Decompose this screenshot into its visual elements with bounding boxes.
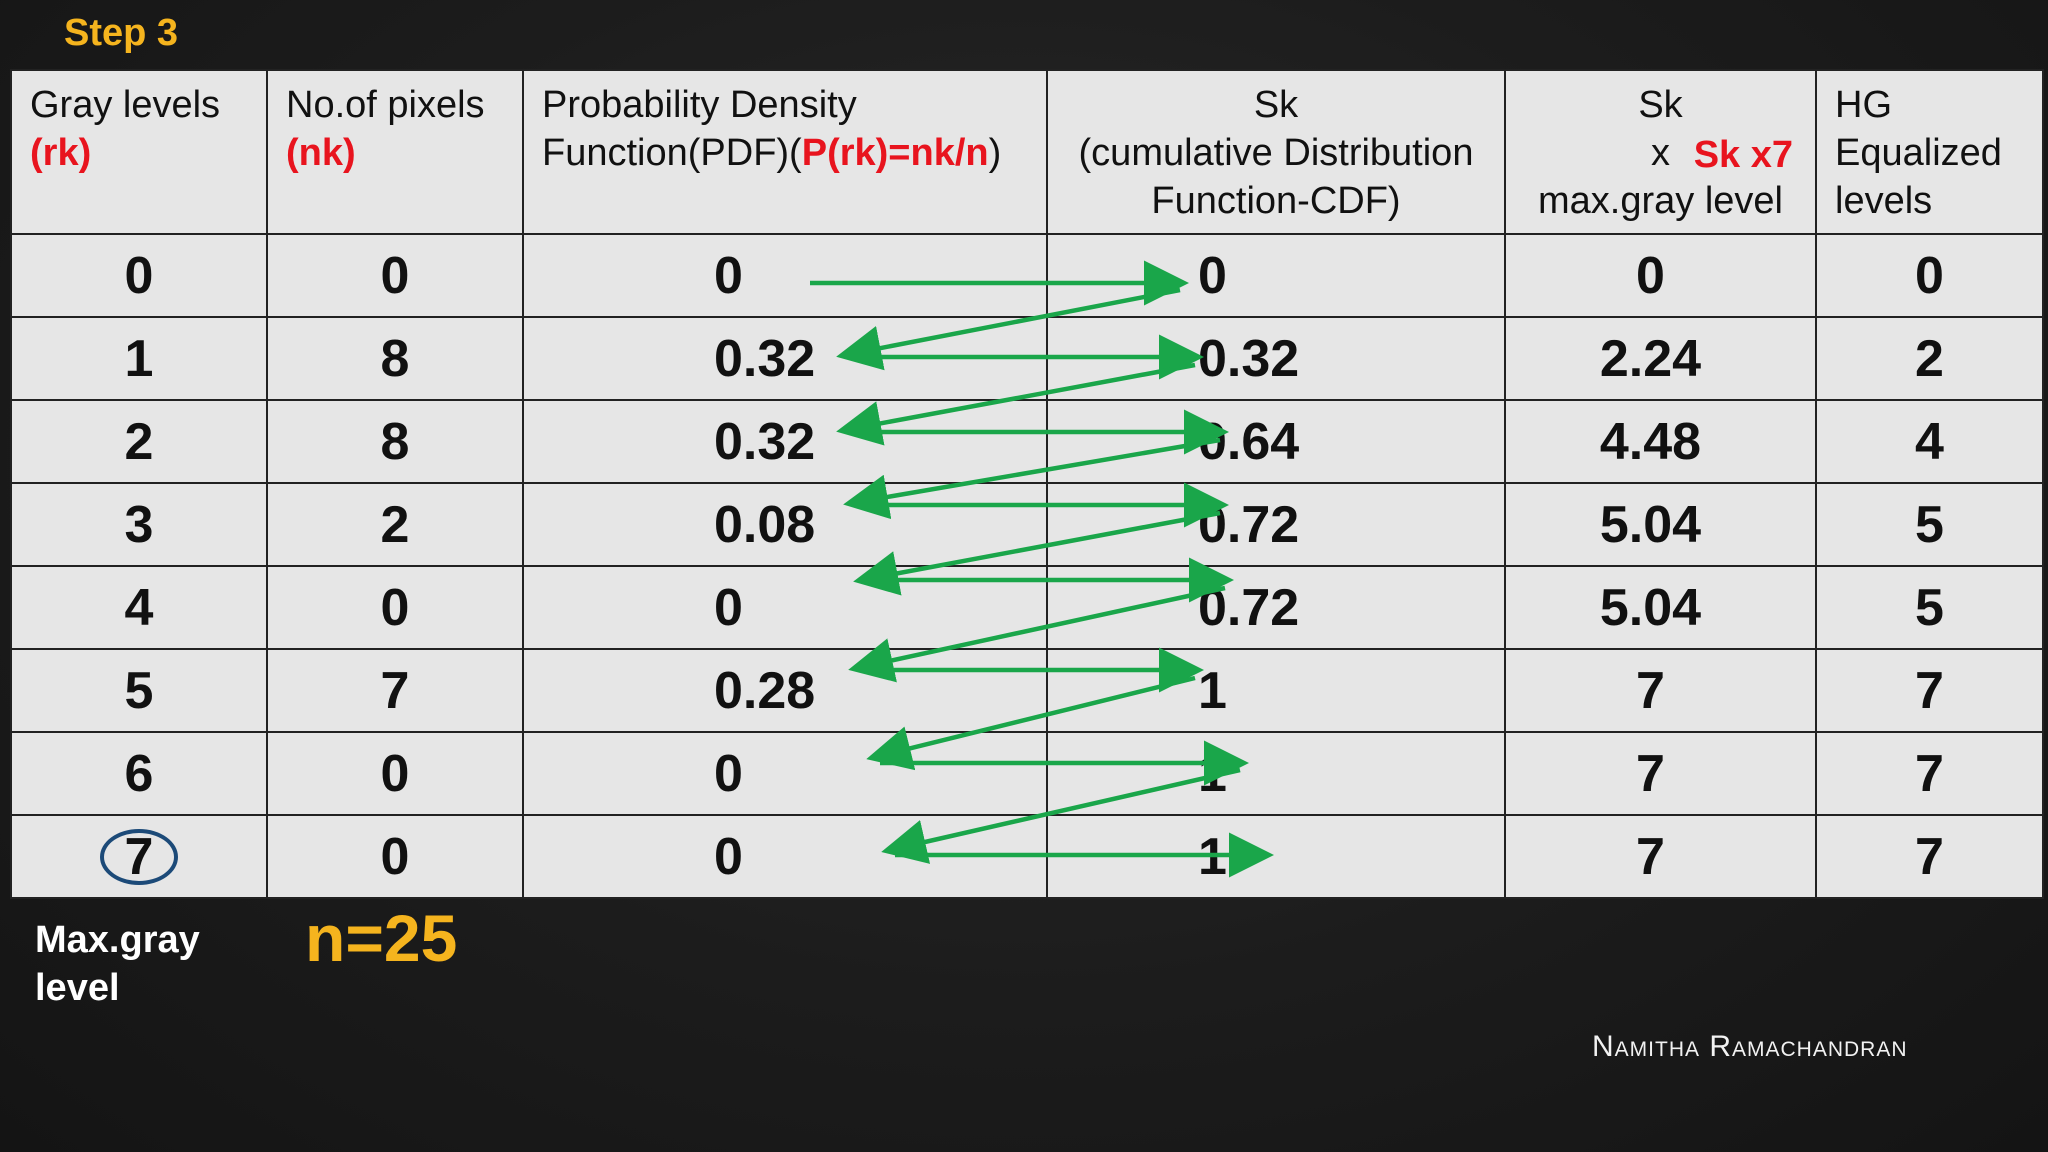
- header-pdf-suffix: ): [988, 132, 1002, 174]
- header-hg-label: HG: [1835, 84, 1892, 126]
- cell-rk-circled: 7: [10, 814, 268, 899]
- header-scaled-times: x: [1651, 132, 1670, 174]
- cell-sk: 1: [1046, 731, 1506, 816]
- header-gray-levels-label: Gray levels: [30, 84, 221, 126]
- table-row: 4 0 0 0.72 5.04 5: [10, 565, 2044, 650]
- cell-hg: 7: [1815, 731, 2044, 816]
- header-sk-desc2: Function-CDF): [1151, 180, 1401, 222]
- table-row: 5 7 0.28 1 7 7: [10, 648, 2044, 733]
- cell-pdf: 0.32: [522, 316, 1048, 401]
- cell-pdf: 0.32: [522, 399, 1048, 484]
- max-gray-level-label: Max.gray level: [35, 919, 200, 1009]
- step-title: Step 3: [64, 12, 179, 54]
- header-scaled: Sk x Sk x7 max.gray level: [1504, 69, 1817, 235]
- header-sk-label: Sk: [1253, 84, 1299, 126]
- header-hg-desc2: levels: [1835, 180, 1933, 222]
- cell-scaled: 7: [1504, 731, 1817, 816]
- cell-nk: 0: [266, 814, 524, 899]
- header-num-pixels-label: No.of pixels: [286, 84, 485, 126]
- cell-rk: 4: [10, 565, 268, 650]
- cell-hg: 2: [1815, 316, 2044, 401]
- header-sk-desc1: (cumulative Distribution: [1078, 132, 1474, 174]
- cell-scaled: 2.24: [1504, 316, 1817, 401]
- cell-sk: 0.32: [1046, 316, 1506, 401]
- cell-pdf: 0.08: [522, 482, 1048, 567]
- cell-rk: 6: [10, 731, 268, 816]
- table-row: 1 8 0.32 0.32 2.24 2: [10, 316, 2044, 401]
- cell-rk: 3: [10, 482, 268, 567]
- header-num-pixels: No.of pixels (nk): [266, 69, 524, 235]
- cell-nk: 8: [266, 399, 524, 484]
- cell-nk: 8: [266, 316, 524, 401]
- cell-pdf: 0: [522, 731, 1048, 816]
- cell-rk: 5: [10, 648, 268, 733]
- header-scaled-sk: Sk: [1638, 84, 1683, 126]
- cell-sk: 1: [1046, 648, 1506, 733]
- cell-nk: 0: [266, 233, 524, 318]
- cell-scaled: 5.04: [1504, 565, 1817, 650]
- cell-rk: 1: [10, 316, 268, 401]
- header-num-pixels-symbol: (nk): [286, 132, 356, 174]
- cell-nk: 7: [266, 648, 524, 733]
- cell-hg: 4: [1815, 399, 2044, 484]
- header-hg-desc1: Equalized: [1835, 132, 2002, 174]
- header-pdf-prefix: Function(PDF)(: [542, 132, 802, 174]
- header-gray-levels: Gray levels (rk): [10, 69, 268, 235]
- header-gray-levels-symbol: (rk): [30, 132, 92, 174]
- header-row: Gray levels (rk) No.of pixels (nk) Proba…: [10, 69, 2044, 235]
- cell-hg: 7: [1815, 814, 2044, 899]
- header-pdf-label: Probability Density: [542, 84, 857, 126]
- header-scaled-max: max.gray level: [1538, 180, 1783, 222]
- header-pdf-formula: P(rk)=nk/n: [801, 132, 989, 174]
- header-pdf: Probability Density Function(PDF)(P(rk)=…: [522, 69, 1048, 235]
- table-row: 0 0 0 0 0 0: [10, 233, 2044, 318]
- histogram-equalization-table: Gray levels (rk) No.of pixels (nk) Proba…: [10, 69, 2044, 899]
- table-row: 6 0 0 1 7 7: [10, 731, 2044, 816]
- cell-scaled: 5.04: [1504, 482, 1817, 567]
- header-sk: Sk (cumulative Distribution Function-CDF…: [1046, 69, 1506, 235]
- cell-sk: 0.64: [1046, 399, 1506, 484]
- cell-sk: 1: [1046, 814, 1506, 899]
- max-gray-level-circle: 7: [100, 828, 178, 885]
- cell-pdf: 0: [522, 814, 1048, 899]
- cell-rk: 0: [10, 233, 268, 318]
- header-hg: HG Equalized levels: [1815, 69, 2044, 235]
- cell-pdf: 0.28: [522, 648, 1048, 733]
- table-row: 2 8 0.32 0.64 4.48 4: [10, 399, 2044, 484]
- cell-sk: 0.72: [1046, 482, 1506, 567]
- table-row: 3 2 0.08 0.72 5.04 5: [10, 482, 2044, 567]
- cell-sk: 0.72: [1046, 565, 1506, 650]
- cell-scaled: 4.48: [1504, 399, 1817, 484]
- cell-nk: 0: [266, 565, 524, 650]
- cell-pdf: 0: [522, 565, 1048, 650]
- cell-hg: 0: [1815, 233, 2044, 318]
- cell-pdf: 0: [522, 233, 1048, 318]
- cell-scaled: 7: [1504, 648, 1817, 733]
- cell-rk: 2: [10, 399, 268, 484]
- cell-sk: 0: [1046, 233, 1506, 318]
- cell-hg: 7: [1815, 648, 2044, 733]
- header-scaled-multiplier: Sk x7: [1693, 134, 1793, 176]
- total-pixels: n=25: [305, 901, 458, 975]
- author-credit: Namitha Ramachandran: [1592, 1030, 1908, 1063]
- cell-nk: 2: [266, 482, 524, 567]
- table-row: 7 0 0 1 7 7: [10, 814, 2044, 899]
- cell-nk: 0: [266, 731, 524, 816]
- cell-scaled: 0: [1504, 233, 1817, 318]
- cell-scaled: 7: [1504, 814, 1817, 899]
- cell-hg: 5: [1815, 482, 2044, 567]
- cell-hg: 5: [1815, 565, 2044, 650]
